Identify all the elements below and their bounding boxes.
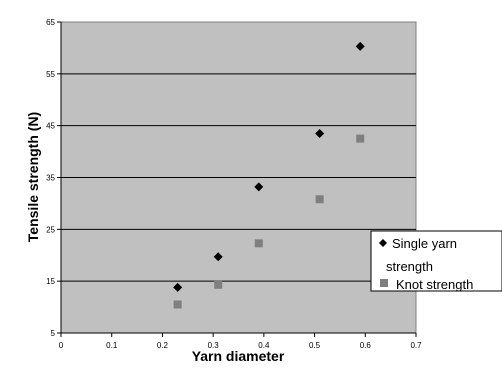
y-tick-label: 55 xyxy=(46,70,55,79)
knot-strength-point xyxy=(356,134,365,143)
legend-label-single-line2: strength xyxy=(386,259,433,274)
single-yarn-point xyxy=(355,41,365,51)
x-axis-ticks: 0 0.1 0.2 0.3 0.4 0.5 0.6 0.7 xyxy=(59,333,422,350)
legend-label-single-line1: Single yarn xyxy=(392,236,457,251)
single-yarn-point xyxy=(254,182,264,192)
legend-diamond-marker xyxy=(379,239,387,247)
y-axis-ticks: 5 15 25 35 45 55 65 xyxy=(46,18,61,338)
x-axis-title: Yarn diameter xyxy=(192,348,285,364)
x-tick-label: 0.5 xyxy=(309,341,321,350)
x-tick-label: 0.3 xyxy=(208,341,220,350)
y-tick-label: 35 xyxy=(46,174,55,183)
x-tick-label: 0.1 xyxy=(106,341,118,350)
legend-label-knot: Knot strength xyxy=(396,277,473,292)
x-tick-label: 0.6 xyxy=(360,341,372,350)
x-tick-label: 0.7 xyxy=(410,341,422,350)
y-tick-label: 25 xyxy=(46,225,55,234)
single-yarn-point xyxy=(315,128,325,138)
y-axis-title: Tensile strength (N) xyxy=(25,112,41,242)
knot-strength-point xyxy=(214,280,223,289)
y-tick-label: 45 xyxy=(46,122,55,131)
y-tick-label: 15 xyxy=(46,277,55,286)
knot-strength-point xyxy=(254,239,263,248)
legend: Single yarn strength Knot strength xyxy=(370,230,502,292)
x-tick-label: 0 xyxy=(59,341,64,350)
x-tick-label: 0.4 xyxy=(258,341,270,350)
data-points xyxy=(173,41,365,309)
legend-box xyxy=(370,230,502,292)
single-yarn-point xyxy=(213,252,223,262)
knot-strength-point xyxy=(173,300,182,309)
y-tick-label: 65 xyxy=(46,18,55,27)
legend-square-marker xyxy=(380,279,388,287)
x-tick-label: 0.2 xyxy=(157,341,169,350)
y-tick-label: 5 xyxy=(51,329,56,338)
single-yarn-point xyxy=(173,282,183,292)
knot-strength-point xyxy=(315,195,324,204)
gridlines xyxy=(61,73,416,282)
